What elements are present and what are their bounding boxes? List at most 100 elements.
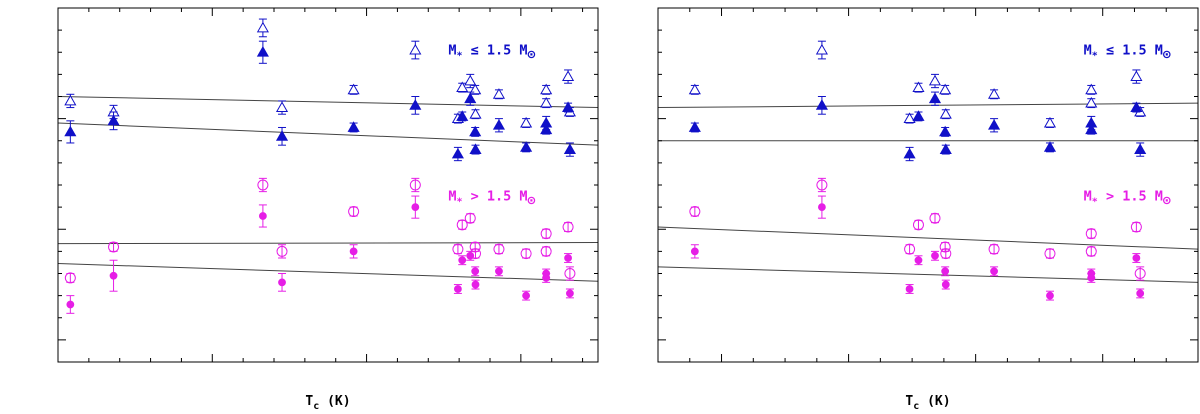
marker-circle <box>278 278 286 287</box>
marker-triangle <box>275 101 289 112</box>
data-point <box>456 81 469 93</box>
data-point <box>928 91 942 106</box>
marker-circle <box>349 247 358 256</box>
marker-circle <box>564 268 576 279</box>
data-point <box>464 73 477 89</box>
marker-circle <box>458 256 467 265</box>
marker-circle <box>454 285 462 293</box>
data-point <box>1043 116 1057 128</box>
data-point <box>409 40 422 60</box>
plot-frame <box>657 7 1199 363</box>
data-point <box>275 126 289 146</box>
data-point <box>940 248 952 260</box>
data-point <box>565 288 574 299</box>
data-point <box>469 107 482 120</box>
data-point <box>939 241 951 253</box>
panel-left: Tc (K) M* ≤ 1.5 M⊙ M* > 1.5 M⊙ <box>57 7 599 412</box>
marker-triangle <box>1043 116 1057 128</box>
data-point <box>492 118 506 133</box>
marker-triangle <box>275 130 289 141</box>
marker-circle <box>464 212 476 224</box>
marker-triangle <box>456 110 469 121</box>
marker-circle <box>914 256 923 265</box>
marker-triangle <box>540 96 553 108</box>
marker-circle <box>1085 228 1097 240</box>
data-point <box>562 101 575 113</box>
data-point <box>107 111 120 131</box>
data-point <box>540 245 552 257</box>
data-point <box>347 83 360 95</box>
marker-circle <box>912 219 924 231</box>
marker-triangle <box>256 46 269 57</box>
data-point <box>494 266 503 277</box>
marker-circle <box>471 280 480 289</box>
marker-circle <box>1046 291 1054 300</box>
marker-circle <box>566 289 574 298</box>
marker-circle <box>1136 289 1145 298</box>
data-point <box>562 221 574 233</box>
data-point <box>939 83 952 95</box>
marker-circle <box>939 241 951 253</box>
marker-circle <box>471 267 480 276</box>
marker-triangle <box>562 101 575 112</box>
data-point <box>522 290 531 301</box>
data-point <box>469 143 482 155</box>
mass-range-label: M* ≤ 1.5 M⊙ <box>1084 42 1171 62</box>
marker-triangle <box>1134 143 1147 154</box>
data-point <box>109 259 118 292</box>
marker-triangle <box>256 21 269 33</box>
fit-line <box>58 263 598 282</box>
data-point <box>914 255 923 266</box>
data-point <box>815 40 828 60</box>
data-point <box>520 116 533 128</box>
data-point <box>456 219 468 231</box>
fit-line <box>658 226 1198 250</box>
marker-triangle <box>1085 96 1098 108</box>
marker-triangle <box>451 147 464 159</box>
data-point <box>458 255 467 266</box>
marker-triangle <box>540 83 553 95</box>
series-open-circle <box>64 177 576 284</box>
data-point <box>257 177 269 193</box>
marker-triangle <box>912 81 925 93</box>
data-point <box>464 212 476 224</box>
marker-triangle <box>562 70 575 81</box>
marker-triangle <box>1130 101 1143 112</box>
marker-triangle <box>464 92 477 104</box>
data-point <box>904 243 916 255</box>
marker-triangle <box>469 143 482 154</box>
data-point <box>816 177 828 193</box>
marker-circle <box>109 271 118 280</box>
marker-triangle <box>64 125 77 137</box>
marker-circle <box>941 280 950 289</box>
data-point <box>912 219 924 231</box>
data-point <box>903 112 916 124</box>
marker-circle <box>1132 254 1141 262</box>
marker-triangle <box>903 112 916 124</box>
marker-triangle <box>1085 83 1098 95</box>
marker-circle <box>108 241 120 253</box>
data-point <box>688 121 701 133</box>
data-point <box>939 107 952 120</box>
marker-circle <box>411 203 420 212</box>
data-point <box>1136 288 1145 299</box>
mass-range-label: M* ≤ 1.5 M⊙ <box>448 42 535 62</box>
data-point <box>469 125 482 137</box>
series-open-triangle <box>688 40 1147 128</box>
marker-circle <box>690 247 699 256</box>
fit-line <box>58 122 598 146</box>
marker-triangle <box>107 114 120 126</box>
data-point <box>1087 273 1096 283</box>
marker-triangle <box>469 125 482 137</box>
data-point <box>941 266 950 277</box>
data-point <box>540 96 553 109</box>
data-point <box>64 120 77 144</box>
data-point <box>64 93 77 109</box>
mass-range-label: M* > 1.5 M⊙ <box>448 188 535 208</box>
data-point <box>540 83 553 95</box>
marker-triangle <box>469 107 482 119</box>
marker-triangle <box>520 141 533 152</box>
data-point <box>1045 290 1054 301</box>
marker-circle <box>1085 245 1097 257</box>
data-point <box>256 40 269 64</box>
